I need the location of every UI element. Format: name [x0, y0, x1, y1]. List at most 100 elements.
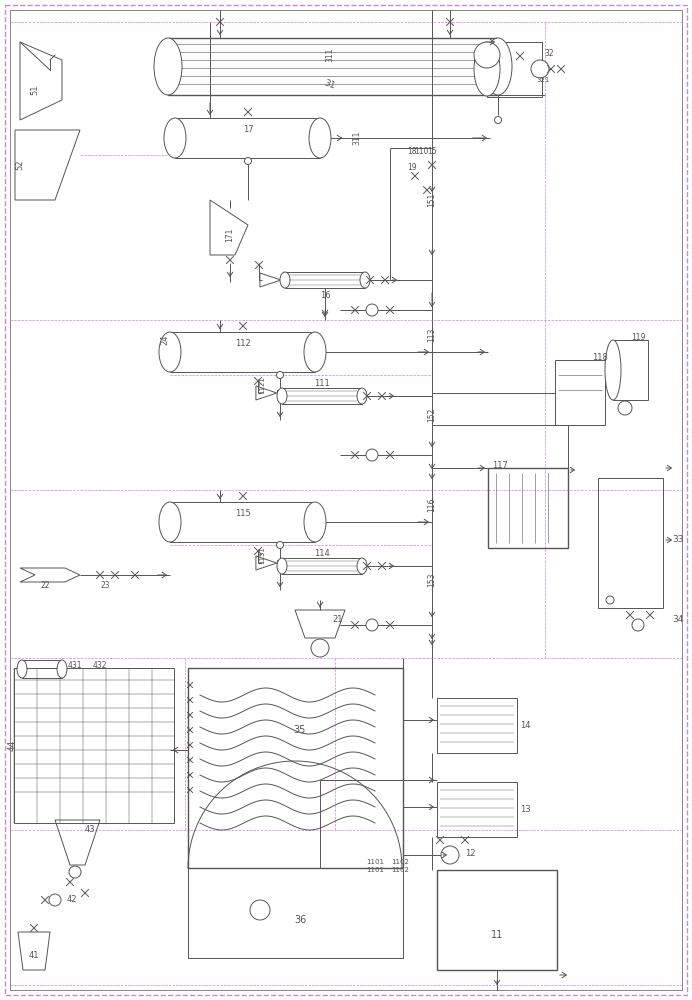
Ellipse shape: [357, 388, 367, 404]
Text: 311: 311: [325, 48, 334, 62]
Text: 1121: 1121: [259, 376, 265, 394]
Ellipse shape: [474, 42, 500, 96]
Circle shape: [618, 401, 632, 415]
Bar: [188, 668, 403, 868]
Text: 1101: 1101: [366, 859, 384, 865]
Text: 114: 114: [314, 548, 330, 558]
Bar: [437, 870, 557, 970]
Text: 36: 36: [294, 915, 306, 925]
Text: 432: 432: [93, 660, 107, 670]
Text: 41: 41: [29, 950, 39, 960]
Text: 152: 152: [428, 408, 437, 422]
Circle shape: [244, 157, 251, 164]
Text: 51: 51: [30, 85, 39, 95]
Bar: [285, 272, 365, 288]
Bar: [170, 332, 315, 372]
Ellipse shape: [57, 660, 67, 678]
Ellipse shape: [159, 502, 181, 542]
Circle shape: [632, 619, 644, 631]
Circle shape: [441, 846, 459, 864]
Text: 23: 23: [100, 580, 110, 589]
Ellipse shape: [304, 502, 326, 542]
Circle shape: [311, 639, 329, 657]
Text: 31: 31: [323, 79, 337, 91]
Text: 321: 321: [536, 77, 549, 83]
Circle shape: [531, 60, 549, 78]
Circle shape: [49, 894, 61, 906]
Text: 22: 22: [40, 580, 50, 589]
Ellipse shape: [309, 118, 331, 158]
Text: 43: 43: [84, 826, 95, 834]
Bar: [437, 782, 517, 837]
Text: 153: 153: [428, 573, 437, 587]
Ellipse shape: [304, 332, 326, 372]
Circle shape: [495, 116, 502, 123]
Bar: [168, 38, 498, 95]
Text: 119: 119: [631, 334, 645, 342]
Text: 44: 44: [8, 739, 17, 751]
Ellipse shape: [280, 272, 290, 288]
Ellipse shape: [474, 42, 500, 68]
Text: 112: 112: [235, 340, 251, 349]
Bar: [277, 390, 280, 396]
Text: 19: 19: [407, 163, 417, 172]
Bar: [14, 668, 174, 823]
Text: 1101: 1101: [366, 867, 384, 873]
Circle shape: [277, 371, 284, 378]
Bar: [188, 868, 403, 958]
Circle shape: [69, 866, 81, 878]
Text: 34: 34: [673, 615, 684, 624]
Bar: [598, 478, 663, 608]
Text: 151: 151: [428, 193, 437, 207]
Circle shape: [250, 900, 270, 920]
Text: 1151: 1151: [259, 546, 265, 564]
Text: 12: 12: [465, 848, 475, 857]
Circle shape: [366, 619, 378, 631]
Bar: [555, 360, 605, 425]
Text: 42: 42: [66, 896, 78, 904]
Ellipse shape: [277, 388, 287, 404]
Text: 113: 113: [428, 328, 437, 342]
Text: 118: 118: [592, 354, 608, 362]
Text: 35: 35: [294, 725, 306, 735]
Text: 171: 171: [226, 228, 235, 242]
Bar: [281, 277, 284, 283]
Circle shape: [366, 449, 378, 461]
Text: 117: 117: [492, 462, 508, 471]
Text: 110: 110: [414, 147, 428, 156]
Bar: [282, 388, 362, 404]
Text: 14: 14: [520, 720, 530, 730]
Bar: [487, 42, 542, 97]
Text: 116: 116: [428, 498, 437, 512]
Bar: [22, 660, 62, 678]
Text: 15: 15: [427, 147, 437, 156]
Text: 1102: 1102: [391, 859, 409, 865]
Text: 16: 16: [320, 292, 330, 300]
Bar: [282, 558, 362, 574]
Ellipse shape: [605, 340, 621, 400]
Bar: [488, 468, 568, 548]
Text: 18: 18: [408, 147, 417, 156]
Text: 24: 24: [161, 335, 170, 345]
Ellipse shape: [17, 660, 27, 678]
Circle shape: [606, 596, 614, 604]
Text: 32: 32: [544, 48, 554, 57]
Ellipse shape: [277, 558, 287, 574]
Ellipse shape: [154, 38, 182, 95]
Text: 52: 52: [15, 160, 24, 170]
Text: 311: 311: [352, 131, 361, 145]
Ellipse shape: [164, 118, 186, 158]
Ellipse shape: [360, 272, 370, 288]
Text: 33: 33: [672, 536, 684, 544]
Bar: [277, 560, 280, 566]
Ellipse shape: [357, 558, 367, 574]
Ellipse shape: [484, 38, 512, 95]
Bar: [175, 118, 320, 158]
Text: 115: 115: [235, 510, 251, 518]
Text: 13: 13: [520, 806, 530, 814]
Text: 111: 111: [314, 378, 330, 387]
Text: 11: 11: [491, 930, 503, 940]
Text: 1102: 1102: [391, 867, 409, 873]
Circle shape: [277, 542, 284, 548]
Text: 431: 431: [68, 660, 82, 670]
